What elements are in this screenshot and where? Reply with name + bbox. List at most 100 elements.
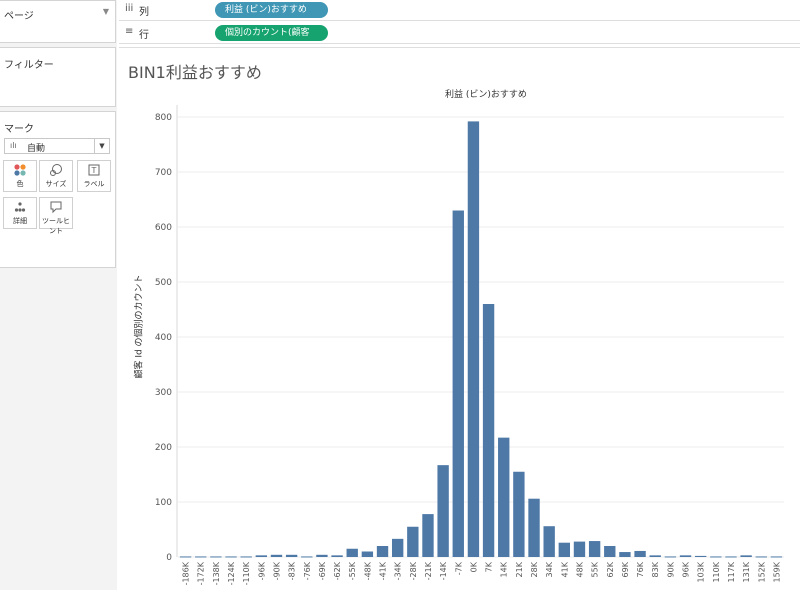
columns-shelf[interactable]: iii 列 利益 (ビン)おすすめ [119,0,800,21]
bar[interactable] [710,556,722,558]
bar[interactable] [225,556,237,558]
bar[interactable] [528,498,540,557]
bar[interactable] [240,556,252,558]
bar[interactable] [573,541,586,557]
color-button-label: 色 [16,180,24,188]
bar[interactable] [725,556,737,558]
x-tick-label: 14K [500,561,509,577]
detail-button[interactable]: 詳細 [3,197,37,229]
tooltip-button[interactable]: ツールヒント [39,197,73,235]
color-button[interactable]: 色 [3,160,37,192]
bar[interactable] [391,538,404,557]
tooltip-button-label: ツールヒント [42,217,70,235]
bar-chart-icon: ılı [10,141,17,150]
rows-shelf-label: 行 [139,30,149,41]
columns-icon: iii [125,3,134,14]
bar[interactable] [664,556,677,558]
y-tick-label: 0 [166,553,172,563]
bar[interactable] [694,555,707,557]
x-tick-label: -69K [318,561,327,580]
bar[interactable] [195,556,207,558]
y-tick-label: 500 [155,278,172,288]
label-button[interactable]: T ラベル [77,160,111,192]
bar[interactable] [755,556,767,558]
columns-pill[interactable]: 利益 (ビン)おすすめ [215,2,328,18]
bar[interactable] [634,550,646,557]
columns-shelf-label: 列 [139,7,149,18]
x-tick-label: -28K [409,561,418,580]
x-tick-label: -124K [227,561,236,585]
bar[interactable] [498,437,510,557]
x-tick-label: -76K [303,561,312,580]
bar[interactable] [543,526,555,557]
x-tick-label: 83K [651,561,660,577]
y-tick-label: 800 [155,113,172,123]
bar[interactable] [407,526,419,557]
y-tick-label: 200 [155,443,172,453]
bar[interactable] [316,554,328,557]
bar[interactable] [770,556,783,558]
detail-button-label: 詳細 [13,217,27,225]
bar[interactable] [285,554,298,557]
x-tick-label: 117K [727,561,736,582]
x-tick-label: 34K [545,561,554,577]
mark-type-label: 自動 [27,144,46,154]
rows-icon: ≡ [125,26,134,37]
x-tick-label: -138K [212,561,221,585]
x-tick-label: -55K [348,561,357,580]
x-axis-title: 利益 (ビン)おすすめ [445,90,527,100]
mark-type-select[interactable]: ılı 自動 ▼ [4,138,110,154]
x-tick-label: 159K [772,561,781,582]
x-tick-label: 55K [591,561,600,577]
bar[interactable] [270,554,283,557]
size-button-label: サイズ [45,180,67,188]
x-tick-label: 76K [636,561,645,577]
bar[interactable] [301,556,313,558]
x-tick-label: -14K [439,561,448,580]
bar[interactable] [255,555,268,557]
x-tick-label: 152K [757,561,766,582]
x-tick-label: -7K [454,561,463,575]
x-tick-label: -96K [257,561,266,580]
x-tick-label: -90K [272,561,281,580]
bar[interactable] [452,210,464,558]
bar[interactable] [588,541,601,557]
x-tick-label: 7K [485,561,494,572]
bar[interactable] [604,546,616,557]
bar[interactable] [346,548,358,557]
bar[interactable] [361,551,374,558]
bar[interactable] [331,555,343,557]
bar[interactable] [376,546,389,557]
bar[interactable] [482,304,495,557]
x-tick-label: 96K [682,561,691,577]
x-tick-label: -21K [424,561,433,580]
bar[interactable] [558,542,571,557]
pages-card-title: ページ [4,11,34,22]
y-tick-label: 700 [155,168,172,178]
y-tick-label: 100 [155,498,172,508]
chevron-down-icon[interactable]: ▼ [94,139,109,153]
left-panel: ページ ▼ フィルター マーク ılı 自動 ▼ 色 サイズ T ラベル [0,0,117,590]
bar[interactable] [179,556,192,558]
bar[interactable] [467,121,480,558]
color-icon [4,163,36,179]
bar[interactable] [210,556,222,558]
bar[interactable] [619,552,631,557]
x-tick-label: -83K [288,561,297,580]
bar[interactable] [679,555,692,557]
bar[interactable] [422,514,434,557]
x-tick-label: -186K [182,561,191,585]
pages-card: ページ ▼ [0,0,116,43]
bar[interactable] [740,555,752,557]
size-button[interactable]: サイズ [39,160,73,192]
bar[interactable] [513,471,525,557]
bar[interactable] [649,555,661,557]
x-tick-label: -48K [363,561,372,580]
x-tick-label: -62K [333,561,342,580]
label-button-label: ラベル [83,180,105,188]
tooltip-icon [40,200,72,216]
filters-card[interactable]: フィルター [0,47,116,107]
chevron-down-icon[interactable]: ▼ [102,7,109,16]
bar[interactable] [437,465,449,557]
